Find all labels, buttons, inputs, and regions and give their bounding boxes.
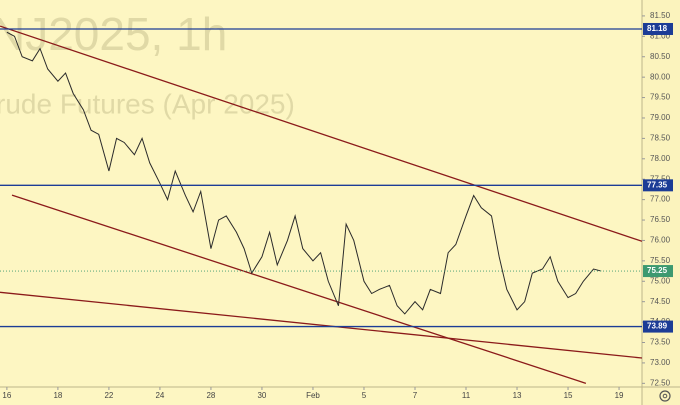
last-price-label: 75.25 — [647, 266, 668, 275]
level-label: 81.18 — [647, 24, 668, 33]
y-tick-label: 76.50 — [650, 215, 671, 224]
level-box — [643, 320, 673, 333]
level-box — [643, 22, 673, 35]
trendline — [11, 194, 587, 384]
y-tick-label: 75.00 — [650, 276, 671, 285]
y-tick-label: 73.50 — [650, 338, 671, 347]
y-tick-label: 79.50 — [650, 93, 671, 102]
x-tick-label: 11 — [462, 391, 471, 400]
y-tick-label: 77.00 — [650, 195, 671, 204]
x-tick-label: 16 — [2, 391, 11, 400]
watermark: NJ2025, 1h — [0, 8, 227, 60]
y-tick-label: 78.50 — [650, 133, 671, 142]
y-tick-label: 75.50 — [650, 256, 671, 265]
x-tick-label: 24 — [155, 391, 164, 400]
x-tick-label: 28 — [206, 391, 215, 400]
y-tick-label: 81.50 — [650, 11, 671, 20]
x-tick-label: 19 — [615, 391, 624, 400]
x-tick-label: 13 — [513, 391, 522, 400]
price-axis — [642, 0, 680, 405]
price-line — [6, 31, 602, 315]
level-label: 77.35 — [647, 180, 668, 189]
y-tick-label: 76.00 — [650, 236, 671, 245]
y-tick-label: 77.50 — [650, 174, 671, 183]
y-tick-label: 80.50 — [650, 52, 671, 61]
trendline — [0, 291, 642, 359]
y-tick-label: 72.50 — [650, 378, 671, 387]
x-tick-label: 7 — [413, 391, 418, 400]
y-tick-label: 73.00 — [650, 358, 671, 367]
watermark: rude Futures (Apr 2025) — [0, 88, 295, 119]
level-box — [643, 179, 673, 192]
last-price-box — [643, 265, 673, 278]
y-tick-label: 79.00 — [650, 113, 671, 122]
x-tick-label: 18 — [53, 391, 62, 400]
x-tick-label: 22 — [104, 391, 113, 400]
y-tick-label: 78.00 — [650, 154, 671, 163]
x-tick-label: Feb — [306, 391, 320, 400]
level-label: 73.89 — [647, 322, 668, 331]
settings-icon[interactable] — [659, 390, 671, 402]
x-tick-label: 15 — [564, 391, 573, 400]
y-tick-label: 81.00 — [650, 31, 671, 40]
y-tick-label: 80.00 — [650, 72, 671, 81]
x-tick-label: 5 — [362, 391, 367, 400]
trendline — [0, 25, 642, 242]
x-tick-label: 30 — [257, 391, 266, 400]
y-tick-label: 74.50 — [650, 297, 671, 306]
